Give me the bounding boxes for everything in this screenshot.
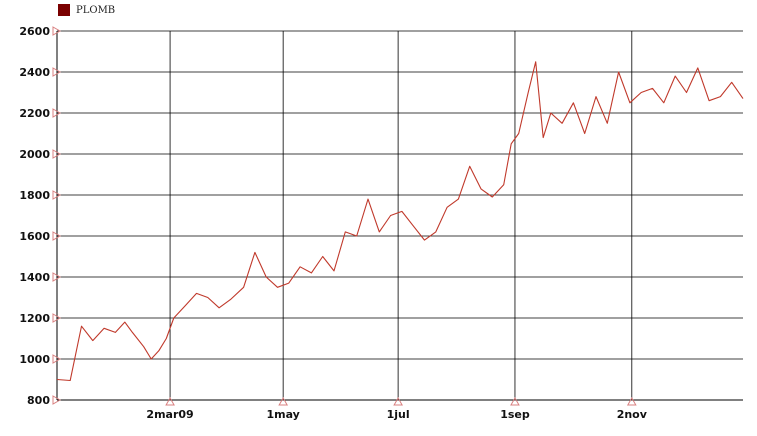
x-tick-marker [278, 396, 289, 406]
y-tick-marker [52, 395, 62, 405]
legend: PLOMB [58, 3, 115, 17]
y-tick-marker [52, 313, 62, 323]
y-tick-label: 800 [27, 394, 50, 407]
x-tick-label: 1jul [387, 408, 410, 421]
x-tick-marker [626, 396, 637, 406]
y-tick-marker [52, 67, 62, 77]
y-tick-label: 2600 [19, 25, 50, 38]
y-tick-marker [52, 26, 62, 36]
y-tick-label: 1400 [19, 271, 50, 284]
y-tick-marker [52, 190, 62, 200]
y-tick-marker [52, 108, 62, 118]
grid [57, 30, 743, 401]
x-tick-label: 2nov [617, 408, 648, 421]
x-axis-ticks: 2mar09 1may 1jul 1sep 2nov [146, 396, 648, 421]
y-tick-marker [52, 149, 62, 159]
series-group [56, 61, 744, 382]
x-tick-label: 1may [266, 408, 299, 421]
x-tick-label: 2mar09 [146, 408, 193, 421]
y-tick-marker [52, 354, 62, 364]
y-tick-label: 1000 [19, 353, 50, 366]
series-line-plomb [56, 61, 744, 382]
y-tick-label: 2000 [19, 148, 50, 161]
axes [56, 31, 743, 401]
y-tick-label: 1600 [19, 230, 50, 243]
x-tick-marker [165, 396, 175, 406]
y-tick-marker [52, 272, 62, 282]
legend-label: PLOMB [76, 4, 116, 16]
y-tick-marker [52, 231, 62, 241]
x-tick-marker [510, 396, 520, 406]
x-tick-marker [393, 396, 403, 406]
y-axis-ticks: 800 1000 1200 1400 1600 1800 2000 2200 2400 2600 [19, 25, 62, 407]
y-tick-label: 1800 [19, 189, 50, 202]
legend-swatch [58, 4, 70, 16]
y-tick-label: 1200 [19, 312, 50, 325]
y-tick-label: 2400 [19, 66, 50, 79]
y-tick-label: 2200 [19, 107, 50, 120]
x-tick-label: 1sep [500, 408, 530, 421]
